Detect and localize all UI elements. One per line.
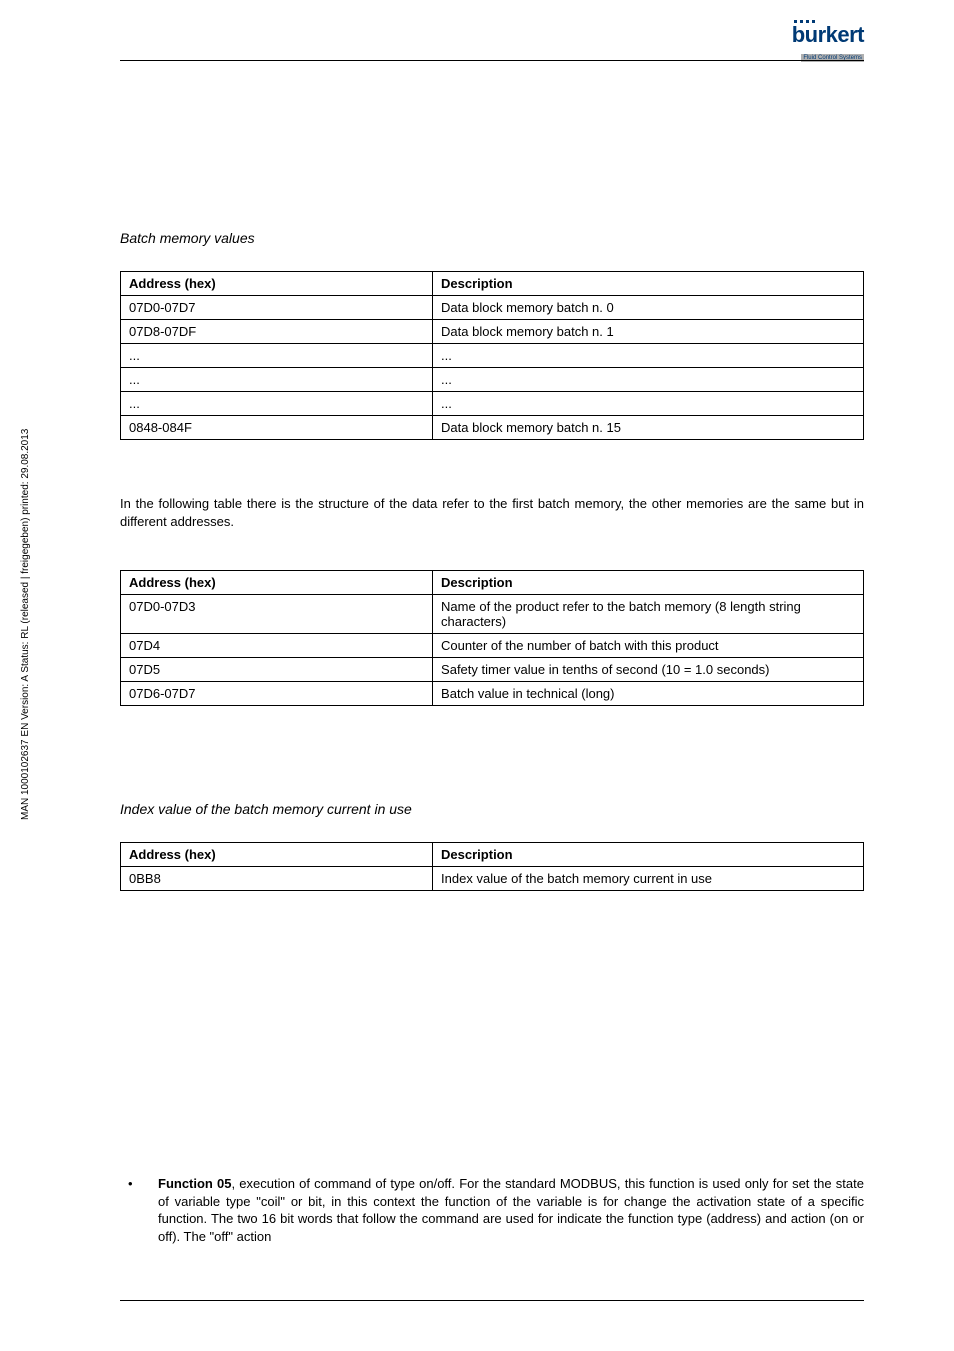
table-header: Address (hex): [121, 843, 433, 867]
brand-logo: burkert Fluid Control Systems: [792, 20, 864, 64]
paragraph: In the following table there is the stru…: [120, 495, 864, 530]
side-metadata: MAN 1000102637 EN Version: A Status: RL …: [20, 429, 31, 820]
table-cell: Name of the product refer to the batch m…: [433, 595, 864, 634]
table-cell: ...: [433, 368, 864, 392]
table-header: Description: [433, 272, 864, 296]
table-row: 07D5 Safety timer value in tenths of sec…: [121, 658, 864, 682]
section-title-index-value: Index value of the batch memory current …: [120, 801, 864, 817]
footer-rule: [120, 1300, 864, 1301]
table-header: Address (hex): [121, 272, 433, 296]
table-row: 07D8-07DF Data block memory batch n. 1: [121, 320, 864, 344]
table-row: 07D0-07D7 Data block memory batch n. 0: [121, 296, 864, 320]
table-header: Description: [433, 571, 864, 595]
table-cell: ...: [121, 368, 433, 392]
table-batch-structure: Address (hex) Description 07D0-07D3 Name…: [120, 570, 864, 706]
table-index-value: Address (hex) Description 0BB8 Index val…: [120, 842, 864, 891]
table-cell: ...: [121, 344, 433, 368]
table-row: Address (hex) Description: [121, 843, 864, 867]
table-cell: ...: [433, 344, 864, 368]
document-page: burkert Fluid Control Systems MAN 100010…: [0, 0, 954, 1351]
table-row: 07D6-07D7 Batch value in technical (long…: [121, 682, 864, 706]
table-cell: ...: [433, 392, 864, 416]
table-cell: Data block memory batch n. 0: [433, 296, 864, 320]
bullet-bold: Function 05: [158, 1176, 232, 1191]
table-cell: 07D8-07DF: [121, 320, 433, 344]
bullet-marker: •: [120, 1175, 158, 1245]
table-row: ... ...: [121, 344, 864, 368]
table-row: 07D4 Counter of the number of batch with…: [121, 634, 864, 658]
table-header: Address (hex): [121, 571, 433, 595]
table-cell: Safety timer value in tenths of second (…: [433, 658, 864, 682]
table-cell: Index value of the batch memory current …: [433, 867, 864, 891]
table-row: Address (hex) Description: [121, 571, 864, 595]
header-rule: [120, 60, 864, 61]
table-cell: Data block memory batch n. 15: [433, 416, 864, 440]
table-cell: 0BB8: [121, 867, 433, 891]
table-batch-memory: Address (hex) Description 07D0-07D7 Data…: [120, 271, 864, 440]
bullet-paragraph: • Function 05, execution of command of t…: [120, 1175, 864, 1245]
table-cell: 07D4: [121, 634, 433, 658]
logo-text: burkert: [792, 24, 864, 46]
table-row: ... ...: [121, 392, 864, 416]
table-cell: 07D0-07D7: [121, 296, 433, 320]
table-cell: Counter of the number of batch with this…: [433, 634, 864, 658]
section-title-batch-memory: Batch memory values: [120, 230, 864, 246]
main-content: Batch memory values Address (hex) Descri…: [120, 230, 864, 946]
table-cell: 0848-084F: [121, 416, 433, 440]
table-header: Description: [433, 843, 864, 867]
table-row: Address (hex) Description: [121, 272, 864, 296]
table-cell: 07D0-07D3: [121, 595, 433, 634]
table-row: 0BB8 Index value of the batch memory cur…: [121, 867, 864, 891]
table-cell: ...: [121, 392, 433, 416]
table-row: 07D0-07D3 Name of the product refer to t…: [121, 595, 864, 634]
table-row: 0848-084F Data block memory batch n. 15: [121, 416, 864, 440]
bullet-rest: , execution of command of type on/off. F…: [158, 1176, 864, 1244]
table-row: ... ...: [121, 368, 864, 392]
table-cell: 07D5: [121, 658, 433, 682]
table-cell: Data block memory batch n. 1: [433, 320, 864, 344]
table-cell: 07D6-07D7: [121, 682, 433, 706]
table-cell: Batch value in technical (long): [433, 682, 864, 706]
bullet-text: Function 05, execution of command of typ…: [158, 1175, 864, 1245]
